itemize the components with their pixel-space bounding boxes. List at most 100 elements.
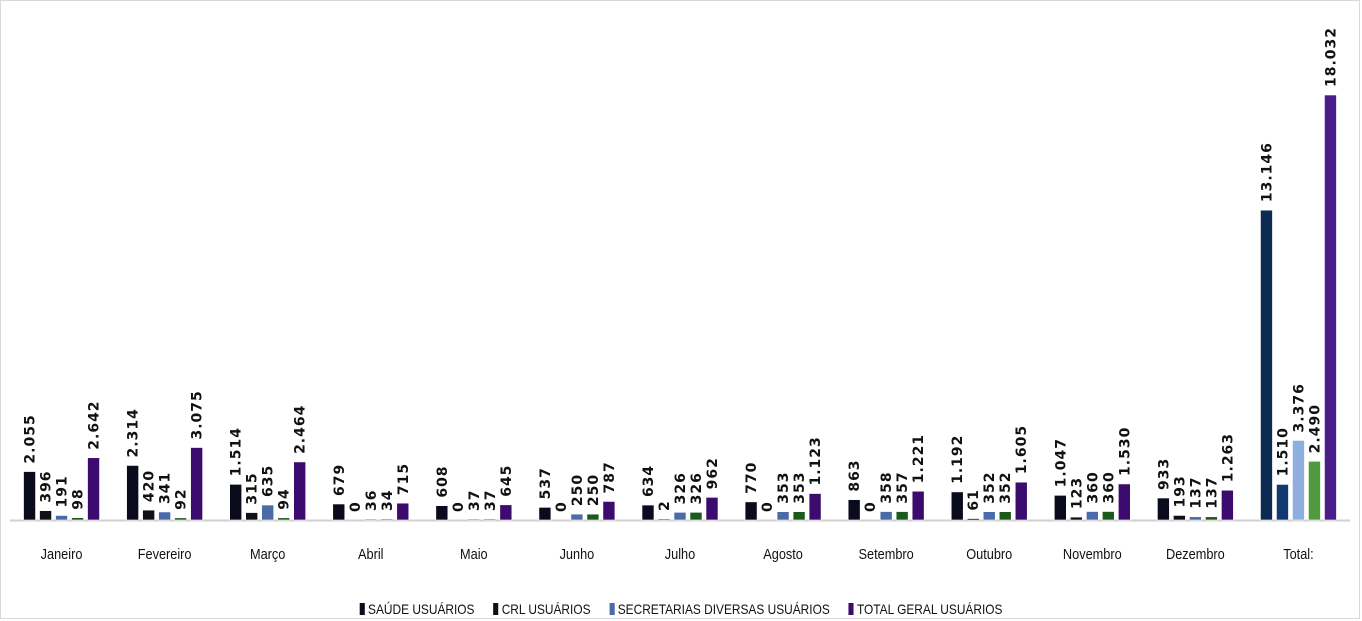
data-label: 2: [657, 500, 673, 511]
bar: [657, 518, 671, 521]
data-label: 37: [483, 490, 499, 511]
data-label: 2.642: [87, 400, 103, 449]
bar: [982, 511, 996, 521]
data-label: 137: [1204, 477, 1220, 509]
bar: [950, 491, 964, 521]
bar: [229, 484, 242, 521]
data-label: 0: [760, 501, 776, 512]
bar: [483, 518, 497, 521]
data-label: 13.146: [1259, 142, 1275, 202]
category-label: Janeiro: [41, 545, 83, 562]
data-label: 962: [705, 457, 721, 489]
data-label: 137: [1188, 477, 1204, 509]
bar: [570, 513, 584, 521]
bar: [55, 515, 68, 521]
bar: [1324, 94, 1337, 521]
data-label: 2.055: [23, 414, 39, 463]
bar: [499, 504, 513, 521]
bar: [911, 490, 925, 521]
bar: [1292, 440, 1305, 521]
data-label: 34: [380, 490, 396, 511]
bar: [1221, 489, 1234, 521]
bar: [879, 511, 893, 521]
data-label: 357: [895, 471, 911, 503]
data-label: 37: [467, 490, 483, 511]
bar: [71, 517, 84, 521]
data-label: 341: [158, 472, 174, 504]
data-label: 353: [776, 471, 792, 503]
data-label: 770: [744, 462, 760, 494]
bar: [467, 518, 481, 521]
data-label: 123: [1069, 477, 1085, 509]
bar: [87, 457, 100, 521]
legend-swatch: [609, 603, 615, 615]
data-label: 2.464: [293, 405, 309, 454]
category-label: Abril: [358, 545, 383, 562]
data-label: 193: [1172, 475, 1188, 507]
bar: [1014, 481, 1028, 521]
data-label: 679: [332, 464, 348, 496]
category-label: Agosto: [763, 545, 803, 562]
category-label: Março: [250, 545, 286, 562]
data-label: 92: [174, 488, 190, 509]
bar: [435, 505, 449, 521]
legend-item: TOTAL GERAL USUÁRIOS: [848, 601, 1002, 617]
data-label: 2.490: [1307, 404, 1323, 453]
bar: [1276, 484, 1289, 521]
bar: [847, 499, 861, 521]
bar: [1102, 511, 1115, 521]
data-label: 360: [1101, 471, 1117, 503]
category-label: Fevereiro: [138, 545, 192, 562]
bar: [689, 512, 703, 521]
data-label: 933: [1156, 458, 1172, 490]
legend-label: SAÚDE USUÁRIOS: [368, 601, 475, 617]
bar: [1260, 209, 1273, 521]
category-label: Junho: [560, 545, 595, 562]
bar: [1054, 495, 1067, 521]
bar: [190, 447, 203, 521]
category-label: Setembro: [859, 545, 914, 562]
legend-label: SECRETARIAS DIVERSAS USUÁRIOS: [617, 601, 830, 617]
bar: [142, 509, 155, 521]
bar: [126, 465, 139, 521]
bar: [705, 497, 719, 521]
bar: [538, 507, 552, 521]
bar: [602, 501, 616, 521]
data-label: 326: [673, 472, 689, 504]
legend-item: CRL USUÁRIOS: [493, 601, 591, 617]
data-label: 537: [538, 467, 554, 499]
data-label: 0: [554, 501, 570, 512]
bar: [998, 511, 1012, 521]
bar: [332, 503, 346, 521]
bar: [1086, 511, 1099, 521]
legend-swatch: [848, 603, 854, 615]
bar: [895, 511, 909, 521]
bar: [174, 517, 187, 521]
bar: [776, 511, 790, 521]
bar: [673, 512, 687, 521]
data-label: 0: [348, 501, 364, 512]
data-label: 3.376: [1291, 383, 1307, 432]
data-label: 36: [364, 490, 380, 511]
data-label: 863: [847, 459, 863, 491]
data-label: 191: [55, 475, 71, 507]
category-label: Julho: [665, 545, 696, 562]
bar: [586, 513, 600, 521]
bar: [966, 518, 980, 521]
bar: [1118, 483, 1131, 521]
data-label: 1.192: [950, 435, 966, 484]
data-label: 396: [39, 470, 55, 502]
bar: [158, 511, 171, 521]
data-label: 635: [261, 465, 277, 497]
data-label: 1.605: [1014, 425, 1030, 474]
data-label: 0: [451, 501, 467, 512]
bar: [808, 493, 822, 521]
data-label: 2.314: [126, 408, 142, 457]
legend-label: TOTAL GERAL USUÁRIOS: [856, 601, 1003, 617]
data-label: 1.263: [1220, 433, 1236, 482]
category-label: Novembro: [1063, 545, 1122, 562]
data-label: 98: [71, 488, 87, 509]
bar: [792, 511, 806, 521]
